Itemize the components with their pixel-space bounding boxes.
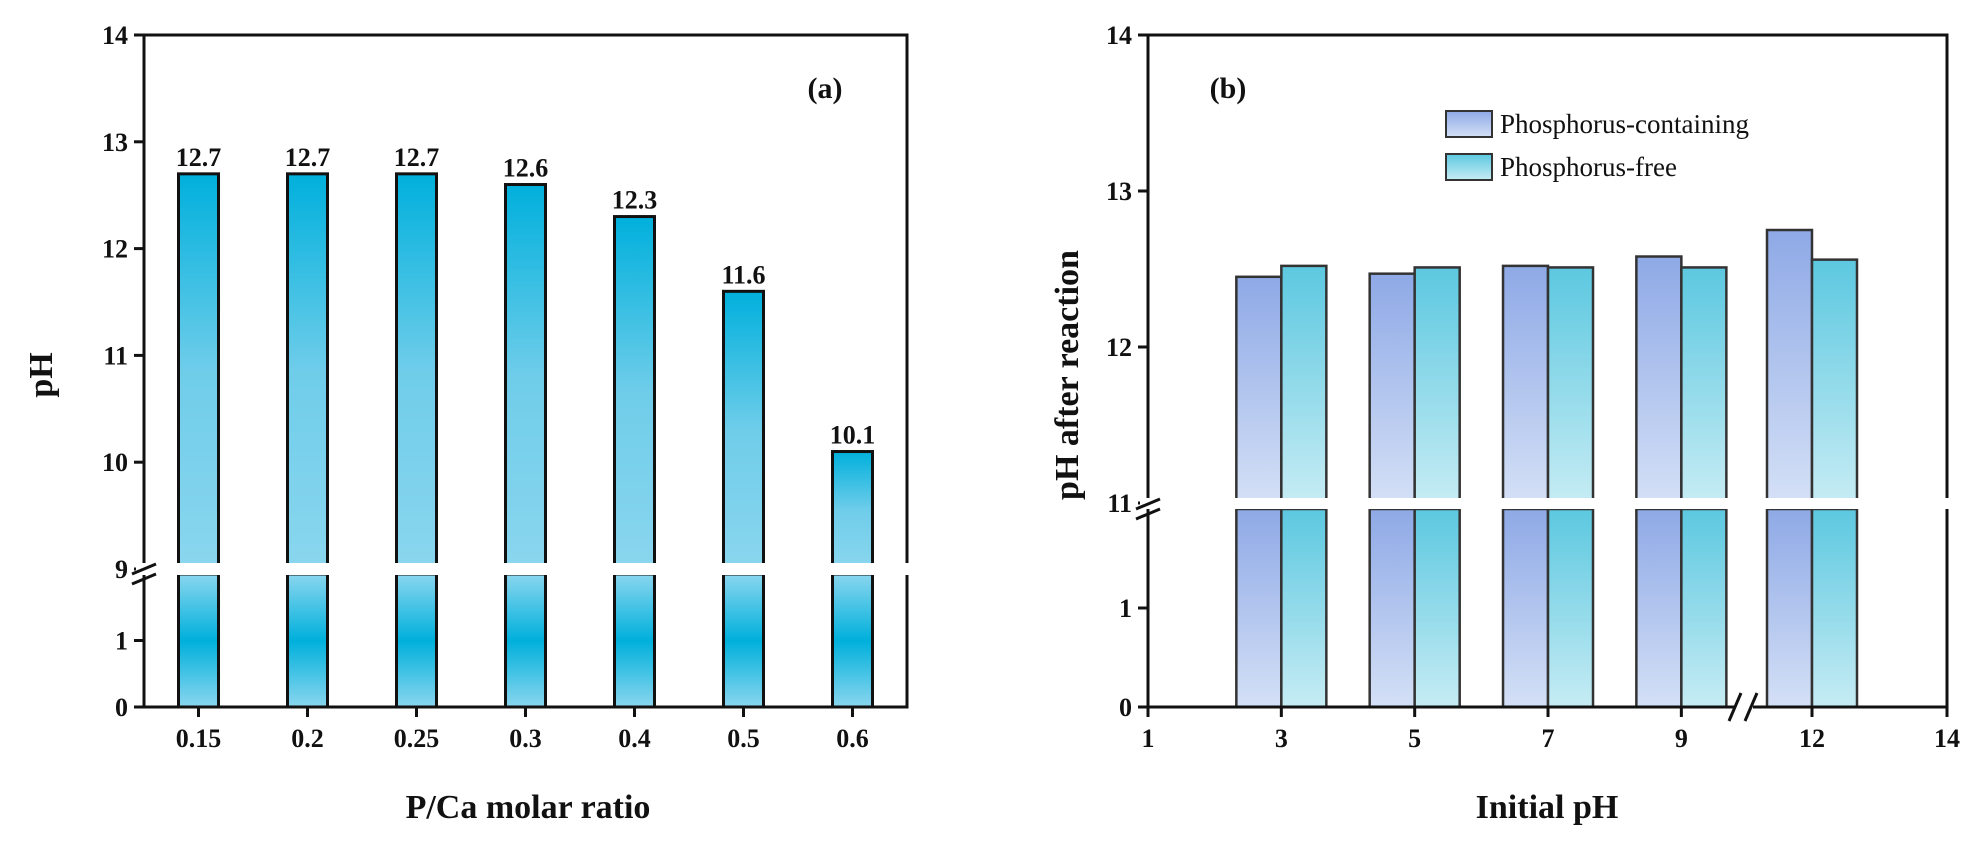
panel-a-y-tick-label: 1	[115, 627, 128, 656]
panel-a-bar-0.5	[722, 289, 765, 571]
panel-b-bar-lower-containing-12	[1765, 507, 1814, 709]
panel-b-bar-containing-9	[1635, 255, 1683, 505]
panel-a-bar-lower-0.6	[831, 572, 874, 709]
panel-a-bar-lower-0.25	[395, 572, 438, 709]
panel-a-bar-0.15	[177, 172, 220, 571]
panel-a-x-tick-label: 0.6	[836, 724, 869, 753]
panel-a-bar-lower-0.5	[722, 572, 765, 709]
panel-b-bar-lower-containing-7	[1501, 507, 1550, 709]
panel-b-x-axis-title: Initial pH	[1476, 789, 1619, 826]
panel-a-bar-lower-0.15	[177, 572, 220, 709]
panel-b-y-tick-label: 0	[1119, 693, 1132, 722]
panel-a-y-tick-label: 13	[102, 128, 128, 157]
legend-swatch-phosphorus-containing	[1445, 110, 1493, 138]
panel-a-bar-0.3	[504, 183, 547, 571]
panel-b-y-tick-label: 12	[1106, 333, 1132, 362]
panel-b-bar-free-5	[1413, 266, 1461, 505]
panel-b-y-tick-label: 13	[1106, 177, 1132, 206]
panel-b-bar-free-3	[1280, 264, 1328, 505]
panel-b-x-tick-label: 9	[1675, 724, 1688, 753]
panel-a-bars	[177, 172, 874, 709]
panel-b-x-tick-label: 14	[1934, 724, 1960, 753]
panel-a-x-tick-label: 0.3	[509, 724, 542, 753]
panel-a-bar-lower-0.4	[613, 572, 656, 709]
panel-a-y-tick-label: 14	[102, 21, 128, 50]
panel-b-x-tick-label: 5	[1408, 724, 1421, 753]
legend: Phosphorus-containing Phosphorus-free	[1445, 109, 1749, 182]
panel-b-bar-lower-free-5	[1413, 507, 1461, 709]
panel-a-value-label: 12.7	[285, 143, 331, 172]
panel-b-bar-containing-3	[1235, 275, 1283, 505]
panel-b-y-axis-title: pH after reaction	[1049, 250, 1086, 500]
panel-a-x-tick-label: 0.25	[394, 724, 440, 753]
panel-a-y-axis-title: pH	[23, 352, 60, 397]
panel-b-bar-free-9	[1680, 266, 1728, 505]
panel-b-y-break-marks	[1135, 497, 1161, 521]
panel-a-x-tick-label: 0.15	[176, 724, 222, 753]
panel-b-y-tick-label: 11	[1107, 489, 1132, 518]
panel-a-value-label: 12.6	[503, 154, 549, 183]
panel-b-bar-free-7	[1546, 266, 1595, 505]
panel-a-bar-0.4	[613, 215, 656, 571]
panel-b-bar-containing-7	[1501, 264, 1550, 505]
panel-a-value-label: 12.7	[176, 143, 222, 172]
panel-a: 12.7 0.15 12.7 0.2 12.7 0.25 12.6 0.3 12.3 0.4 11.…	[23, 21, 911, 826]
panel-b-x-break-marks	[1727, 692, 1759, 722]
panel-a-y-tick-label: 0	[115, 693, 128, 722]
panel-a-y-tick-label: 10	[102, 448, 128, 477]
panel-a-value-label: 12.7	[394, 143, 440, 172]
panel-a-x-axis-title: P/Ca molar ratio	[406, 789, 651, 826]
panel-b-bar-lower-free-3	[1280, 507, 1328, 709]
panel-b-bar-lower-containing-5	[1368, 507, 1416, 709]
panel-a-x-tick-label: 0.4	[618, 724, 651, 753]
panel-a-bar-lower-0.2	[286, 572, 329, 709]
legend-label-phosphorus-containing: Phosphorus-containing	[1500, 109, 1749, 139]
panel-a-x-tick-label: 0.2	[291, 724, 324, 753]
panel-a-value-label: 12.3	[612, 186, 658, 215]
panel-b-x-tick-label: 3	[1275, 724, 1288, 753]
panel-a-ticks: 12.7 0.15 12.7 0.2 12.7 0.25 12.6 0.3 12.3 0.4 11.…	[102, 21, 875, 753]
panel-a-value-label: 10.1	[830, 421, 876, 450]
panel-b-x-tick-label: 12	[1799, 724, 1825, 753]
panel-a-y-tick-label: 12	[102, 235, 128, 264]
panel-b-bar-lower-containing-9	[1635, 507, 1683, 709]
panel-a-break-marks	[131, 562, 157, 586]
panel-a-frame	[142, 33, 909, 709]
panel-b-y-axis-break	[1140, 498, 1950, 509]
panel-b-bar-lower-free-7	[1546, 507, 1595, 709]
panel-a-bar-lower-0.3	[504, 572, 547, 709]
panel-b-y-tick-label: 1	[1119, 594, 1132, 623]
panel-a-x-tick-label: 0.5	[727, 724, 760, 753]
panel-b-x-tick-label: 1	[1142, 724, 1155, 753]
panel-a-y-tick-label: 11	[103, 341, 128, 370]
legend-swatch-phosphorus-free	[1445, 153, 1493, 181]
panel-a-bar-0.2	[286, 172, 329, 571]
panel-b-bar-lower-containing-3	[1235, 507, 1283, 709]
panel-a-value-label: 11.6	[721, 260, 765, 289]
panel-b-x-tick-label: 7	[1542, 724, 1555, 753]
panel-a-axis-break	[136, 563, 911, 575]
panel-b-y-tick-label: 14	[1106, 21, 1132, 50]
panel-a-bar-0.6	[831, 450, 874, 571]
panel-b-bar-lower-free-12	[1810, 507, 1859, 709]
panel-b-bar-free-12	[1810, 258, 1859, 505]
panel-b-bar-containing-12	[1765, 228, 1814, 505]
panel-b-label: (b)	[1210, 72, 1247, 105]
panel-b-bar-containing-5	[1368, 272, 1416, 505]
panel-a-bar-0.25	[395, 172, 438, 571]
panel-b-bars	[1235, 228, 1859, 709]
panel-b-bar-lower-free-9	[1680, 507, 1728, 709]
legend-label-phosphorus-free: Phosphorus-free	[1500, 152, 1677, 182]
panel-b-frame	[1146, 33, 1949, 709]
panel-a-label: (a)	[808, 72, 843, 105]
panel-a-y-tick-label: 9	[115, 555, 128, 584]
